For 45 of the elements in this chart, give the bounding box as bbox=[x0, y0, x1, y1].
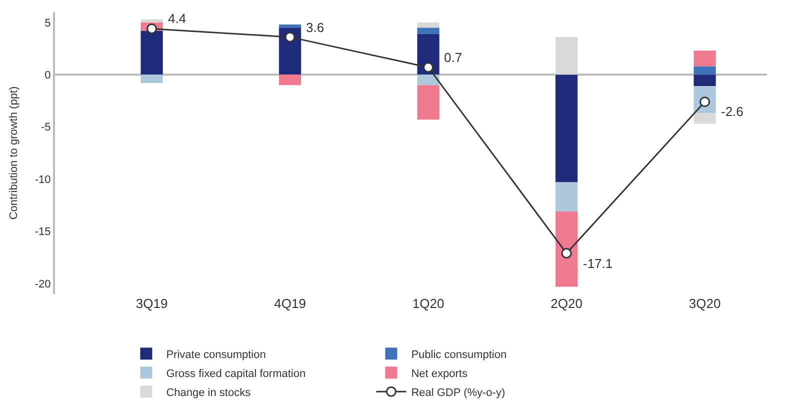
bar bbox=[694, 66, 716, 75]
data-label: 3.6 bbox=[306, 20, 324, 35]
bar bbox=[555, 182, 578, 212]
y-tick-label: 0 bbox=[44, 70, 51, 82]
y-tick-label: 5 bbox=[44, 17, 51, 30]
bar bbox=[278, 28, 302, 75]
bar bbox=[417, 74, 440, 86]
bar bbox=[694, 74, 716, 86]
bar bbox=[417, 85, 440, 120]
bar bbox=[694, 113, 716, 124]
point bbox=[561, 248, 572, 259]
bar bbox=[555, 211, 578, 287]
x-tick-label: 3Q20 bbox=[688, 296, 721, 311]
x-tick-label: 2Q20 bbox=[550, 296, 582, 311]
data-label: -2.6 bbox=[721, 104, 744, 119]
bar bbox=[140, 30, 163, 75]
legend-label: Real GDP (%y-o-y) bbox=[411, 386, 506, 399]
legend-label: Private consumption bbox=[166, 348, 266, 361]
bar bbox=[278, 24, 302, 28]
legend-label: Change in stocks bbox=[166, 386, 252, 399]
bar bbox=[417, 28, 440, 34]
bar bbox=[140, 74, 163, 84]
bar bbox=[278, 74, 302, 86]
point bbox=[284, 32, 296, 42]
y-tick-label: -20 bbox=[34, 278, 51, 290]
y-tick-label: -10 bbox=[34, 174, 51, 186]
legend-label: Gross fixed capital formation bbox=[166, 368, 306, 380]
x-tick-label: 3Q19 bbox=[136, 296, 168, 311]
point bbox=[423, 62, 434, 73]
bar bbox=[140, 19, 163, 22]
legend-label: Public consumption bbox=[411, 348, 507, 361]
bar bbox=[417, 22, 440, 28]
bar bbox=[555, 37, 578, 75]
data-label: 4.4 bbox=[168, 11, 186, 26]
point bbox=[146, 23, 158, 34]
data-label: 0.7 bbox=[444, 50, 462, 65]
x-tick-label: 1Q20 bbox=[412, 296, 444, 311]
bar bbox=[694, 50, 716, 66]
y-axis-title: Contribution to growth (ppt) bbox=[8, 86, 20, 220]
y-tick-label: -5 bbox=[41, 122, 51, 134]
legend-label: Net exports bbox=[411, 368, 468, 380]
bar bbox=[555, 74, 578, 182]
y-tick-label: -15 bbox=[34, 226, 51, 238]
x-tick-label: 4Q19 bbox=[274, 296, 306, 311]
data-label: -17.1 bbox=[583, 256, 613, 271]
